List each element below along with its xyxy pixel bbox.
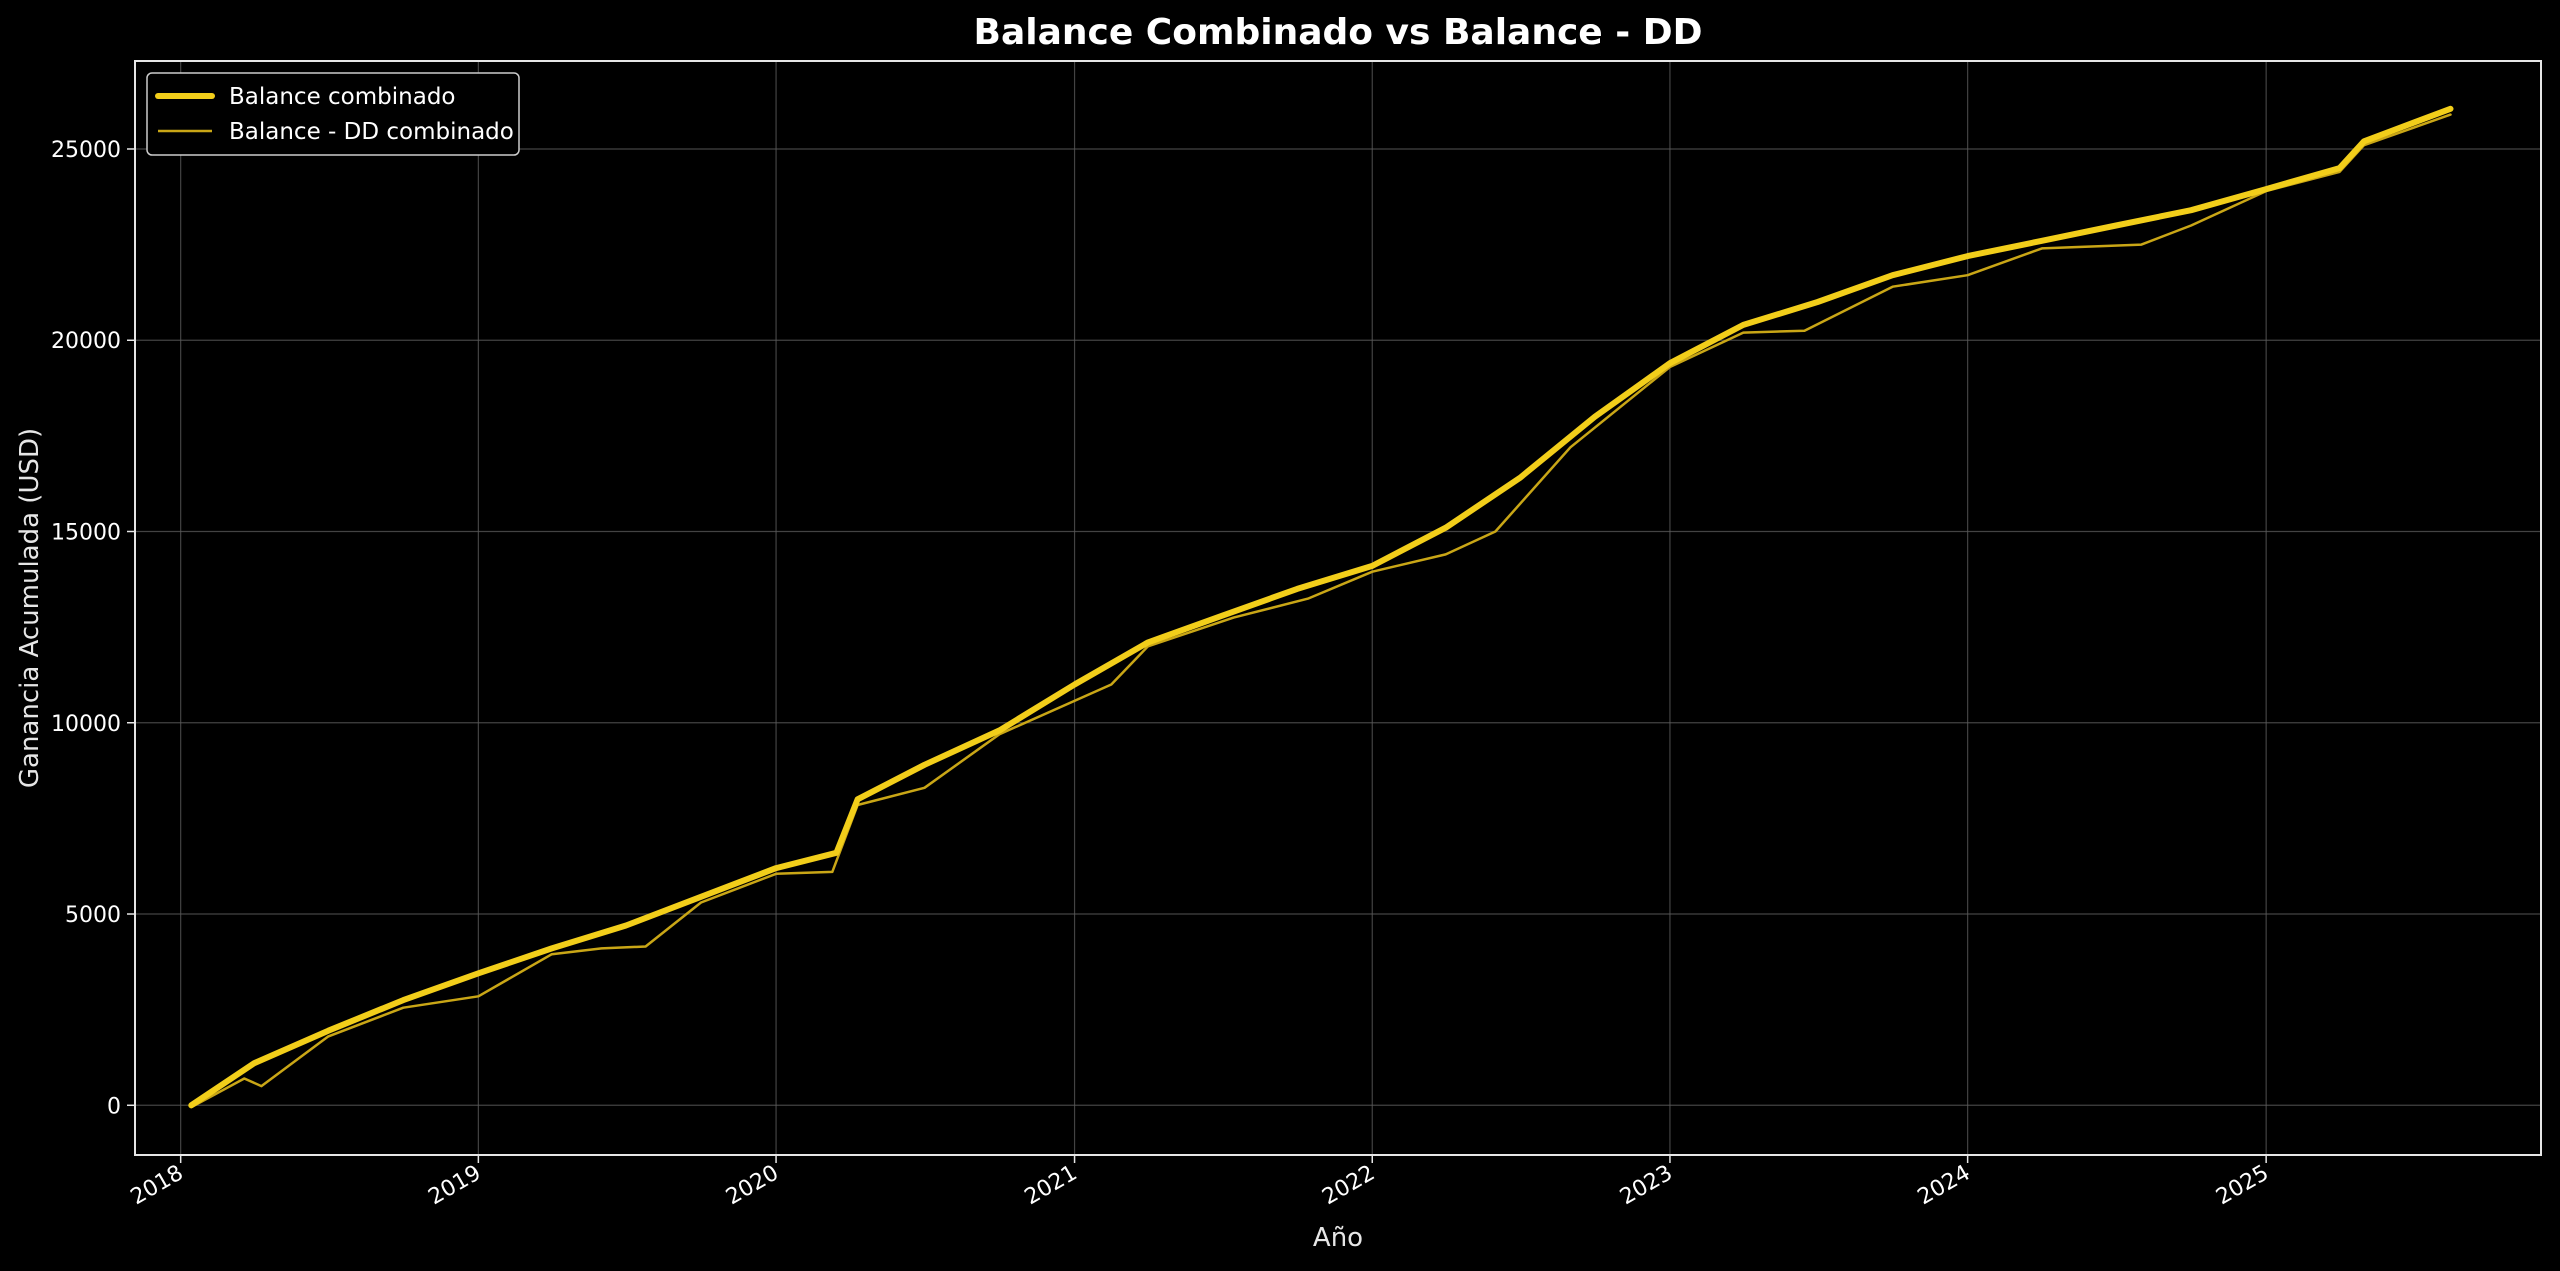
y-tick-label-20000: 20000 <box>51 329 121 354</box>
legend-label-balance-dd-combinado: Balance - DD combinado <box>229 119 514 145</box>
chart-title: Balance Combinado vs Balance - DD <box>974 12 1703 53</box>
x-axis-label: Año <box>1313 1223 1363 1253</box>
grid <box>135 61 2541 1155</box>
series-layer <box>188 105 2454 1109</box>
y-tick-label-0: 0 <box>107 1094 121 1119</box>
y-axis-ticks: 0 5000 10000 15000 20000 25000 <box>51 138 135 1119</box>
y-axis-label: Ganancia Acumulada (USD) <box>15 428 45 788</box>
y-tick-label-15000: 15000 <box>51 520 121 545</box>
y-tick-label-10000: 10000 <box>51 712 121 737</box>
series-line-balance-combinado <box>188 105 2454 1109</box>
legend-label-balance-combinado: Balance combinado <box>229 84 456 110</box>
y-tick-label-5000: 5000 <box>65 903 121 928</box>
legend: Balance combinado Balance - DD combinado <box>146 72 520 156</box>
legend-box <box>146 72 520 156</box>
series-line-balance-dd-combinado <box>190 113 2452 1109</box>
y-tick-label-25000: 25000 <box>51 138 121 163</box>
plot-frame <box>134 60 2542 1156</box>
